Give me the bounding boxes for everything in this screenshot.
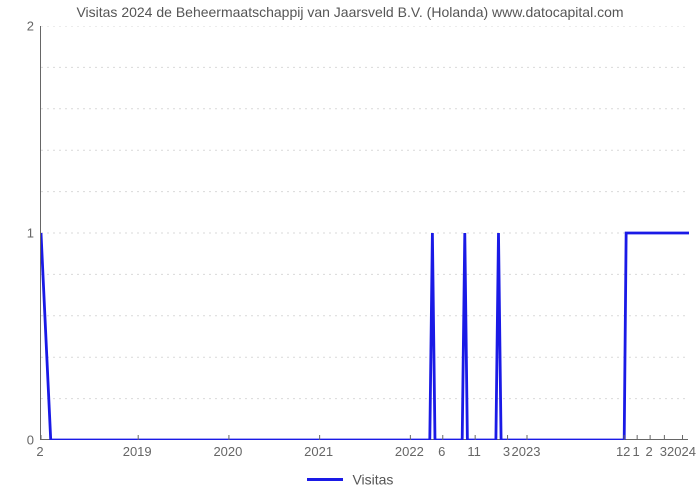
- x-tick-label: 2: [645, 444, 652, 459]
- x-tick-label: 2019: [123, 444, 152, 459]
- y-tick-label: 2: [0, 19, 34, 34]
- x-tick-label: 3: [660, 444, 667, 459]
- x-tick-label: 11: [467, 444, 481, 459]
- y-tick-label: 0: [0, 433, 34, 448]
- plot-area: [40, 26, 688, 440]
- x-tick-label: 2024: [667, 444, 696, 459]
- legend-swatch: [307, 478, 343, 481]
- x-tick-label: 2: [36, 444, 43, 459]
- x-tick-label: 1: [633, 444, 640, 459]
- x-tick-label: 2021: [304, 444, 333, 459]
- x-tick-label: 6: [438, 444, 445, 459]
- x-tick-label: 2023: [512, 444, 541, 459]
- x-tick-label: 2022: [395, 444, 424, 459]
- x-tick-label: 12: [616, 444, 630, 459]
- series-visitas: [41, 233, 689, 440]
- legend-label: Visitas: [352, 471, 393, 487]
- legend: Visitas: [0, 470, 700, 487]
- x-tick-label: 2020: [213, 444, 242, 459]
- y-tick-label: 1: [0, 226, 34, 241]
- chart-container: Visitas 2024 de Beheermaatschappij van J…: [0, 0, 700, 500]
- chart-title: Visitas 2024 de Beheermaatschappij van J…: [0, 4, 700, 20]
- x-tick-label: 3: [503, 444, 510, 459]
